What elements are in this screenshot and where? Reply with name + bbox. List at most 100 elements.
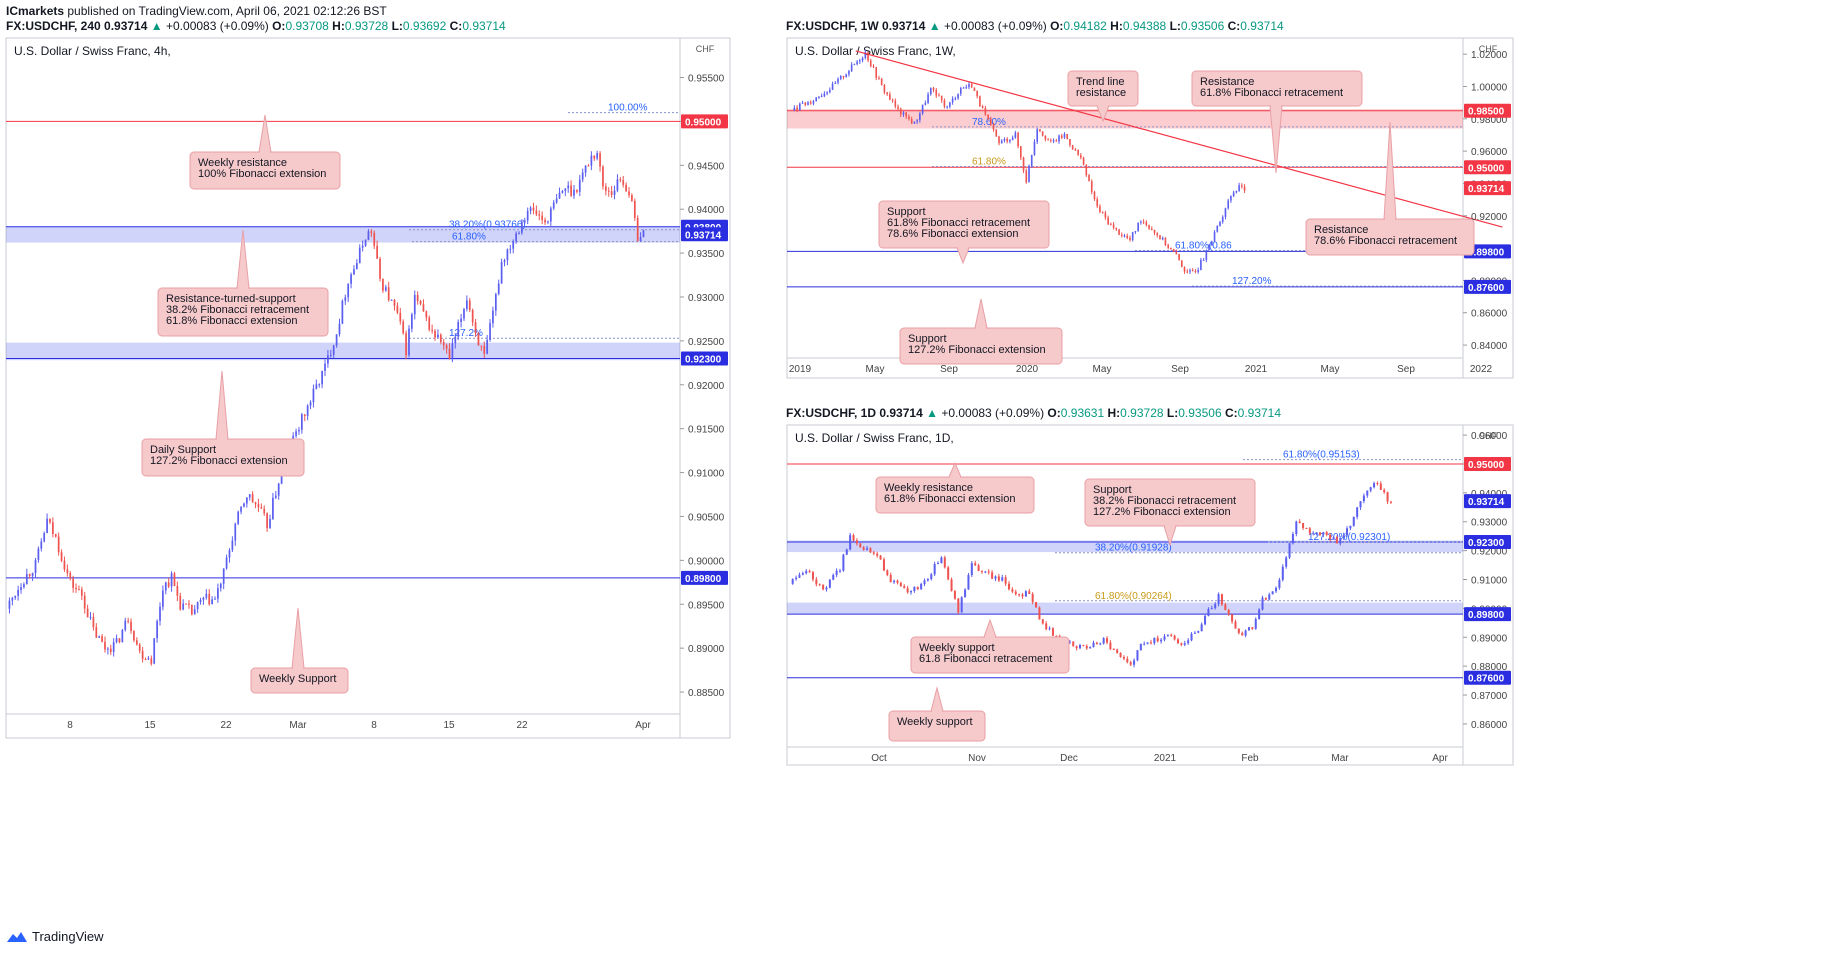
candle: [804, 102, 807, 107]
candle-body: [820, 96, 823, 98]
candle-body: [1190, 633, 1193, 641]
callout-text: Daily Support: [150, 444, 216, 456]
candle-body: [118, 638, 121, 643]
candle: [1018, 593, 1021, 597]
candle: [619, 177, 622, 183]
candle-body: [1099, 206, 1101, 212]
candle: [850, 62, 853, 73]
time-tick-label: 2021: [1154, 753, 1177, 764]
callout-text: Weekly Support: [259, 673, 336, 685]
price-badge-bg: [1464, 456, 1511, 471]
candle: [118, 638, 121, 644]
candle: [842, 75, 845, 80]
candle-body: [893, 580, 896, 583]
symbol-line-4h: FX:USDCHF, 240 0.93714 ▲ +0.00083 (+0.09…: [6, 19, 506, 33]
candle: [248, 494, 251, 501]
candle: [564, 188, 567, 197]
candle: [1322, 531, 1325, 538]
candle: [964, 588, 967, 598]
candle: [263, 505, 266, 516]
candle: [416, 291, 419, 305]
candle: [997, 573, 1000, 583]
candle: [318, 383, 321, 388]
candle-body: [266, 513, 268, 529]
candle: [835, 568, 838, 578]
candle: [908, 114, 910, 121]
fib-label: 61.80%(0.86: [1175, 241, 1232, 252]
candle: [878, 75, 880, 80]
candle-body: [399, 312, 402, 322]
candle-body: [869, 60, 872, 67]
candle: [1007, 581, 1011, 591]
candle-body: [1210, 241, 1213, 246]
candle-body: [208, 593, 211, 605]
chart-title: U.S. Dollar / Swiss Franc, 1W,: [795, 44, 956, 58]
publisher-name[interactable]: ICmarkets: [6, 4, 65, 18]
fib-label: 38.20%(0.91928): [1095, 543, 1172, 554]
candle: [1208, 244, 1210, 251]
candle-body: [40, 541, 43, 549]
candle: [1074, 147, 1077, 151]
time-tick-label: May: [1093, 364, 1112, 375]
fib-label: 100.00%: [608, 103, 648, 114]
candle-body: [1089, 647, 1092, 649]
candle: [838, 568, 842, 573]
candle-body: [984, 571, 987, 573]
candle: [312, 384, 315, 408]
candle-body: [1164, 237, 1167, 246]
candle-body: [1126, 235, 1129, 238]
candle-body: [875, 67, 878, 78]
candle-body: [1359, 501, 1362, 508]
candle: [156, 619, 158, 643]
candle: [179, 592, 182, 611]
candle-body: [1170, 247, 1172, 249]
candle-body: [596, 153, 599, 159]
symbol-line-1d: FX:USDCHF, 1D 0.93714 ▲ +0.00083 (+0.09%…: [786, 406, 1282, 420]
candle: [636, 215, 639, 242]
candle: [818, 583, 821, 586]
candle-body: [1001, 577, 1004, 581]
candle-body: [848, 71, 850, 75]
time-tick-label: Mar: [1331, 753, 1349, 764]
tradingview-logo[interactable]: TradingView: [6, 929, 104, 944]
candle: [861, 56, 864, 63]
candle: [994, 575, 997, 582]
candle-body: [83, 595, 86, 609]
candle: [906, 585, 909, 594]
candle-body: [927, 94, 929, 103]
candle-body: [1096, 199, 1099, 207]
candle: [875, 66, 878, 81]
candle: [965, 84, 968, 90]
candle-body: [1285, 557, 1288, 567]
candle: [584, 165, 587, 177]
candle-body: [1200, 624, 1203, 632]
candle-body: [855, 540, 858, 544]
candle-body: [1018, 594, 1021, 596]
candle: [1197, 267, 1199, 274]
candle-body: [419, 301, 422, 305]
candle-body: [312, 388, 315, 403]
callout-text: 100% Fibonacci extension: [198, 168, 326, 180]
callout-text: Trend line: [1076, 76, 1125, 88]
candle: [1149, 639, 1152, 645]
candle: [1039, 128, 1041, 132]
candle-body: [1254, 619, 1257, 629]
candle: [1302, 522, 1305, 531]
candle: [1345, 526, 1349, 538]
candle: [124, 617, 127, 632]
candle: [1139, 643, 1142, 651]
candle-body: [382, 278, 384, 291]
candle: [976, 90, 978, 99]
candle: [549, 206, 552, 226]
candle-body: [1271, 591, 1274, 595]
fib-label: 127.20%: [1232, 276, 1272, 287]
candle-body: [974, 563, 977, 566]
candle-body: [1189, 270, 1191, 272]
candle: [147, 656, 150, 661]
candle-body: [144, 659, 147, 661]
candle: [1096, 196, 1099, 209]
candle-body: [193, 609, 196, 615]
candle-body: [355, 263, 358, 270]
candle: [1210, 605, 1213, 610]
